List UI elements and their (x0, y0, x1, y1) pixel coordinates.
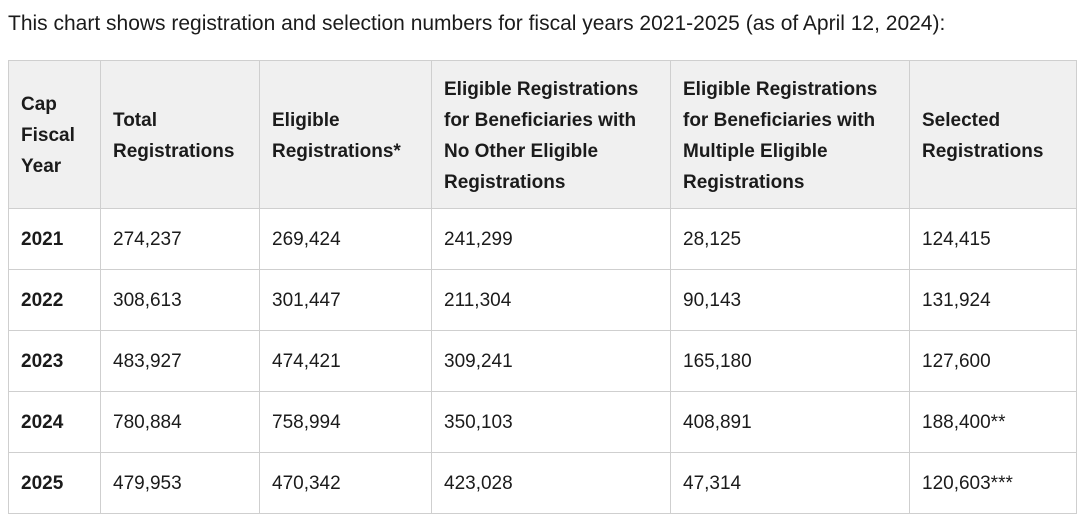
selected-registrations-cell: 124,415 (909, 208, 1077, 270)
total-registrations-cell: 479,953 (100, 452, 260, 514)
header-selected-registrations: Selected Registrations (909, 60, 1077, 209)
total-registrations-cell: 274,237 (100, 208, 260, 270)
total-registrations-cell: 308,613 (100, 269, 260, 331)
table-row: 2023 483,927 474,421 309,241 165,180 127… (8, 330, 1077, 392)
fiscal-year-cell: 2022 (8, 269, 101, 331)
fiscal-year-cell: 2023 (8, 330, 101, 392)
table-body: 2021 274,237 269,424 241,299 28,125 124,… (8, 208, 1077, 514)
header-row: Cap Fiscal Year Total Registrations Elig… (8, 60, 1077, 209)
selected-registrations-cell: 131,924 (909, 269, 1077, 331)
fiscal-year-cell: 2024 (8, 391, 101, 453)
table-row: 2025 479,953 470,342 423,028 47,314 120,… (8, 452, 1077, 514)
header-eligible-multiple: Eligible Registrations for Beneficiaries… (670, 60, 910, 209)
intro-text: This chart shows registration and select… (8, 12, 946, 35)
selected-registrations-cell: 188,400** (909, 391, 1077, 453)
table-row: 2022 308,613 301,447 211,304 90,143 131,… (8, 269, 1077, 331)
total-registrations-cell: 780,884 (100, 391, 260, 453)
table-row: 2021 274,237 269,424 241,299 28,125 124,… (8, 208, 1077, 270)
header-cap-fiscal-year: Cap Fiscal Year (8, 60, 101, 209)
header-eligible-registrations: Eligible Registrations* (259, 60, 432, 209)
table-row: 2024 780,884 758,994 350,103 408,891 188… (8, 391, 1077, 453)
fiscal-year-cell: 2025 (8, 452, 101, 514)
registration-table: Cap Fiscal Year Total Registrations Elig… (8, 60, 1077, 514)
eligible-registrations-cell: 474,421 (259, 330, 432, 392)
selected-registrations-cell: 120,603*** (909, 452, 1077, 514)
eligible-no-other-cell: 241,299 (431, 208, 671, 270)
eligible-no-other-cell: 423,028 (431, 452, 671, 514)
eligible-registrations-cell: 758,994 (259, 391, 432, 453)
table-header: Cap Fiscal Year Total Registrations Elig… (8, 60, 1077, 209)
eligible-registrations-cell: 470,342 (259, 452, 432, 514)
eligible-no-other-cell: 350,103 (431, 391, 671, 453)
eligible-multiple-cell: 165,180 (670, 330, 910, 392)
eligible-no-other-cell: 211,304 (431, 269, 671, 331)
fiscal-year-cell: 2021 (8, 208, 101, 270)
eligible-multiple-cell: 28,125 (670, 208, 910, 270)
eligible-multiple-cell: 408,891 (670, 391, 910, 453)
eligible-registrations-cell: 269,424 (259, 208, 432, 270)
eligible-no-other-cell: 309,241 (431, 330, 671, 392)
eligible-multiple-cell: 47,314 (670, 452, 910, 514)
header-eligible-no-other: Eligible Registrations for Beneficiaries… (431, 60, 671, 209)
total-registrations-cell: 483,927 (100, 330, 260, 392)
eligible-registrations-cell: 301,447 (259, 269, 432, 331)
selected-registrations-cell: 127,600 (909, 330, 1077, 392)
eligible-multiple-cell: 90,143 (670, 269, 910, 331)
header-total-registrations: Total Registrations (100, 60, 260, 209)
